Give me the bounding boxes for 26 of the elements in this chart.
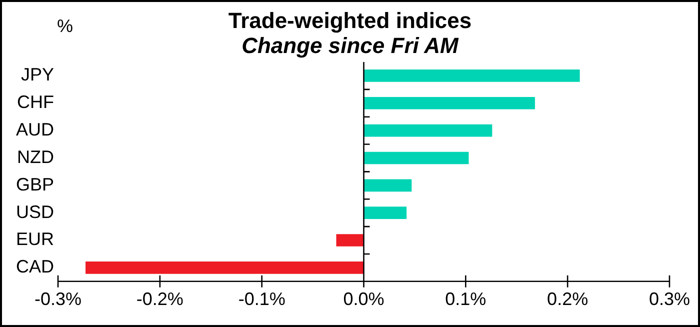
- y-tick-label: EUR: [16, 229, 54, 250]
- bar: [86, 262, 364, 274]
- y-tick-label: USD: [16, 202, 54, 222]
- chart-title: Trade-weighted indices: [228, 8, 472, 33]
- y-tick-label: JPY: [20, 64, 54, 85]
- x-tick-label: 0.0%: [343, 289, 384, 310]
- bar: [364, 96, 535, 110]
- bar: [364, 206, 407, 220]
- x-tick-label: -0.1%: [238, 289, 286, 310]
- bar: [364, 124, 492, 137]
- x-tick-label: 0.2%: [547, 289, 588, 310]
- y-tick-label: CHF: [17, 92, 54, 112]
- y-tick-label: CAD: [16, 256, 54, 277]
- y-tick-label: AUD: [16, 120, 54, 140]
- x-tick-label: 0.3%: [648, 289, 690, 310]
- y-tick-label: GBP: [16, 174, 54, 194]
- bar: [364, 179, 412, 192]
- bar: [364, 70, 580, 82]
- chart-subtitle: Change since Fri AM: [242, 33, 458, 58]
- x-tick-label: -0.3%: [34, 289, 82, 310]
- y-axis-title: %: [57, 16, 74, 37]
- bar: [336, 234, 364, 246]
- y-tick-label: NZD: [17, 146, 54, 167]
- x-tick-label: -0.2%: [136, 289, 184, 310]
- x-tick-label: 0.1%: [445, 289, 486, 310]
- bar: [364, 152, 469, 164]
